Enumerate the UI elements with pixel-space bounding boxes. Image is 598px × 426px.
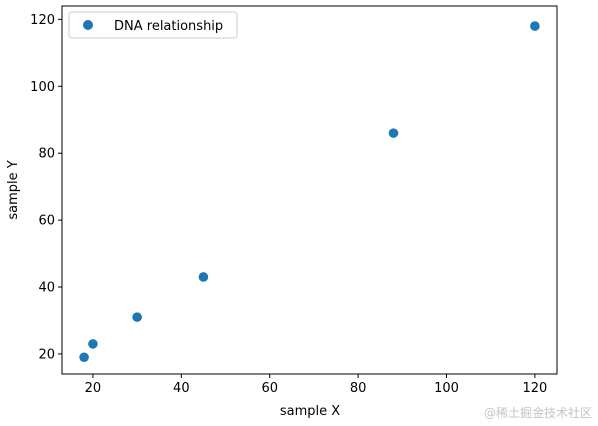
legend-marker bbox=[83, 20, 93, 30]
legend-box bbox=[68, 11, 238, 39]
x-tick-label: 100 bbox=[434, 381, 459, 396]
data-point bbox=[132, 312, 142, 322]
x-axis-ticks: 20 40 60 80 100 120 bbox=[85, 374, 547, 396]
x-tick-label: 60 bbox=[261, 381, 278, 396]
y-tick-label: 40 bbox=[38, 281, 55, 296]
x-tick-label: 40 bbox=[173, 381, 190, 396]
y-tick-label: 80 bbox=[38, 147, 55, 162]
y-tick-label: 60 bbox=[38, 214, 55, 229]
legend: DNA relationship bbox=[68, 11, 238, 39]
data-points bbox=[79, 21, 540, 363]
data-point bbox=[88, 339, 98, 349]
legend-label: DNA relationship bbox=[114, 19, 223, 34]
watermark: @稀土掘金技术社区 bbox=[483, 406, 592, 420]
data-point bbox=[388, 128, 399, 138]
y-tick-label: 20 bbox=[38, 347, 55, 362]
plot-frame bbox=[61, 5, 558, 375]
y-tick-label: 120 bbox=[30, 13, 55, 28]
y-axis-label: sample Y bbox=[6, 160, 21, 219]
y-tick-label: 100 bbox=[30, 80, 55, 95]
x-axis-label: sample X bbox=[280, 404, 340, 419]
data-point bbox=[79, 352, 89, 363]
x-tick-label: 80 bbox=[350, 381, 367, 396]
y-axis-ticks: 20 40 60 80 100 120 bbox=[30, 13, 62, 362]
x-tick-label: 120 bbox=[522, 381, 547, 396]
data-point bbox=[530, 21, 540, 31]
data-point bbox=[198, 272, 209, 282]
x-tick-label: 20 bbox=[85, 381, 102, 396]
